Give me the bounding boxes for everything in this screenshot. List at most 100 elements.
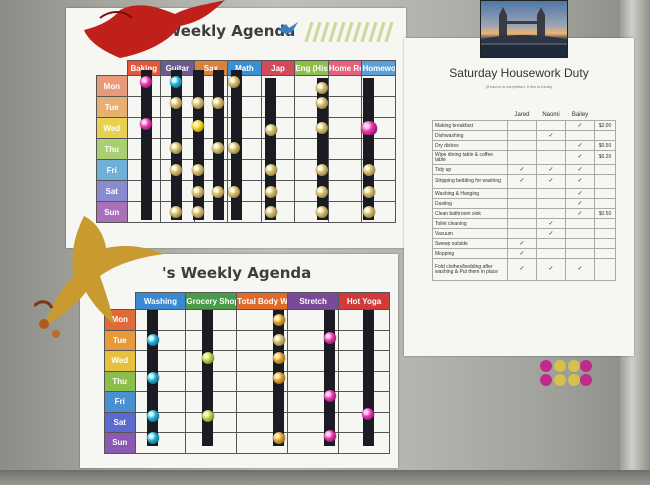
gem-marker-icon[interactable]	[147, 372, 159, 384]
agenda-cell[interactable]	[134, 432, 187, 454]
check-cell[interactable]	[507, 140, 537, 151]
check-cell[interactable]: ✓	[507, 174, 537, 189]
gem-marker-icon[interactable]	[273, 352, 285, 364]
check-cell[interactable]: ✓	[507, 248, 537, 259]
gem-marker-icon[interactable]	[192, 164, 204, 176]
check-cell[interactable]: ✓	[565, 198, 595, 209]
gem-marker-icon[interactable]	[316, 82, 328, 94]
gem-marker-icon[interactable]	[265, 206, 277, 218]
check-cell[interactable]	[536, 208, 566, 219]
gem-marker-icon[interactable]	[324, 332, 336, 344]
gem-marker-icon[interactable]	[316, 164, 328, 176]
check-cell[interactable]: ✓	[507, 258, 537, 281]
check-cell[interactable]	[565, 238, 595, 249]
agenda-cell[interactable]	[134, 411, 187, 433]
agenda-cell[interactable]	[327, 159, 363, 181]
agenda-cell[interactable]	[327, 117, 363, 139]
check-cell[interactable]	[565, 218, 595, 229]
check-cell[interactable]: ✓	[565, 120, 595, 131]
check-cell[interactable]: ✓	[536, 218, 566, 229]
gem-marker-icon[interactable]	[212, 186, 224, 198]
check-cell[interactable]	[507, 228, 537, 239]
gem-marker-icon[interactable]	[140, 118, 152, 130]
check-cell[interactable]: ✓	[507, 164, 537, 175]
check-cell[interactable]	[536, 140, 566, 151]
gem-marker-icon[interactable]	[202, 352, 214, 364]
gem-marker-icon[interactable]	[362, 408, 374, 420]
gem-marker-icon[interactable]	[265, 186, 277, 198]
gem-marker-icon[interactable]	[324, 390, 336, 402]
gem-marker-icon[interactable]	[361, 121, 377, 135]
gem-marker-icon[interactable]	[273, 372, 285, 384]
check-cell[interactable]	[536, 238, 566, 249]
check-cell[interactable]	[507, 198, 537, 209]
check-cell[interactable]: ✓	[536, 174, 566, 189]
check-cell[interactable]	[536, 120, 566, 131]
check-cell[interactable]: ✓	[565, 258, 595, 281]
check-cell[interactable]	[507, 188, 537, 199]
check-cell[interactable]	[536, 198, 566, 209]
check-cell[interactable]	[565, 228, 595, 239]
agenda-cell[interactable]	[327, 138, 363, 160]
gem-marker-icon[interactable]	[265, 124, 277, 136]
check-cell[interactable]: ✓	[565, 188, 595, 199]
agenda-cell[interactable]	[134, 370, 187, 392]
gem-marker-icon[interactable]	[316, 122, 328, 134]
gem-marker-icon[interactable]	[273, 432, 285, 444]
gem-marker-icon[interactable]	[363, 186, 375, 198]
check-cell[interactable]: ✓	[565, 164, 595, 175]
gem-marker-icon[interactable]	[170, 164, 182, 176]
gem-marker-icon[interactable]	[147, 432, 159, 444]
gem-marker-icon[interactable]	[228, 186, 240, 198]
gem-marker-icon[interactable]	[147, 334, 159, 346]
gem-marker-icon[interactable]	[316, 97, 328, 109]
gem-marker-icon[interactable]	[228, 142, 240, 154]
check-cell[interactable]	[565, 130, 595, 141]
check-cell[interactable]: ✓	[565, 140, 595, 151]
check-cell[interactable]	[536, 248, 566, 259]
check-cell[interactable]: ✓	[565, 174, 595, 189]
check-cell[interactable]	[507, 130, 537, 141]
check-cell[interactable]: ✓	[536, 258, 566, 281]
gem-marker-icon[interactable]	[192, 120, 204, 132]
gem-marker-icon[interactable]	[170, 206, 182, 218]
gem-marker-icon[interactable]	[316, 186, 328, 198]
agenda-cell[interactable]	[134, 350, 187, 372]
check-cell[interactable]	[507, 150, 537, 165]
agenda-cell[interactable]	[327, 180, 363, 202]
gem-marker-icon[interactable]	[265, 164, 277, 176]
gem-marker-icon[interactable]	[170, 97, 182, 109]
agenda-cell[interactable]	[327, 96, 363, 118]
gem-marker-icon[interactable]	[228, 76, 240, 88]
check-cell[interactable]: ✓	[536, 164, 566, 175]
gem-marker-icon[interactable]	[147, 410, 159, 422]
gem-marker-icon[interactable]	[363, 206, 375, 218]
gem-marker-icon[interactable]	[140, 76, 152, 88]
check-cell[interactable]: ✓	[507, 238, 537, 249]
gem-marker-icon[interactable]	[273, 314, 285, 326]
agenda-cell[interactable]	[327, 75, 363, 97]
gem-marker-icon[interactable]	[212, 97, 224, 109]
check-cell[interactable]: ✓	[565, 208, 595, 219]
check-cell[interactable]	[507, 208, 537, 219]
check-cell[interactable]: ✓	[565, 150, 595, 165]
check-cell[interactable]	[536, 188, 566, 199]
check-cell[interactable]: ✓	[536, 130, 566, 141]
agenda-cell[interactable]	[327, 201, 363, 223]
gem-marker-icon[interactable]	[363, 164, 375, 176]
gem-marker-icon[interactable]	[316, 206, 328, 218]
gem-marker-icon[interactable]	[192, 206, 204, 218]
check-cell[interactable]	[536, 150, 566, 165]
gem-marker-icon[interactable]	[192, 186, 204, 198]
check-cell[interactable]	[507, 120, 537, 131]
gem-marker-icon[interactable]	[324, 430, 336, 442]
gem-marker-icon[interactable]	[202, 410, 214, 422]
gem-marker-icon[interactable]	[212, 142, 224, 154]
check-cell[interactable]	[565, 248, 595, 259]
check-cell[interactable]: ✓	[536, 228, 566, 239]
gem-marker-icon[interactable]	[273, 334, 285, 346]
gem-marker-icon[interactable]	[170, 142, 182, 154]
gem-marker-icon[interactable]	[170, 76, 182, 88]
gem-marker-icon[interactable]	[192, 97, 204, 109]
agenda-cell[interactable]	[134, 391, 187, 413]
